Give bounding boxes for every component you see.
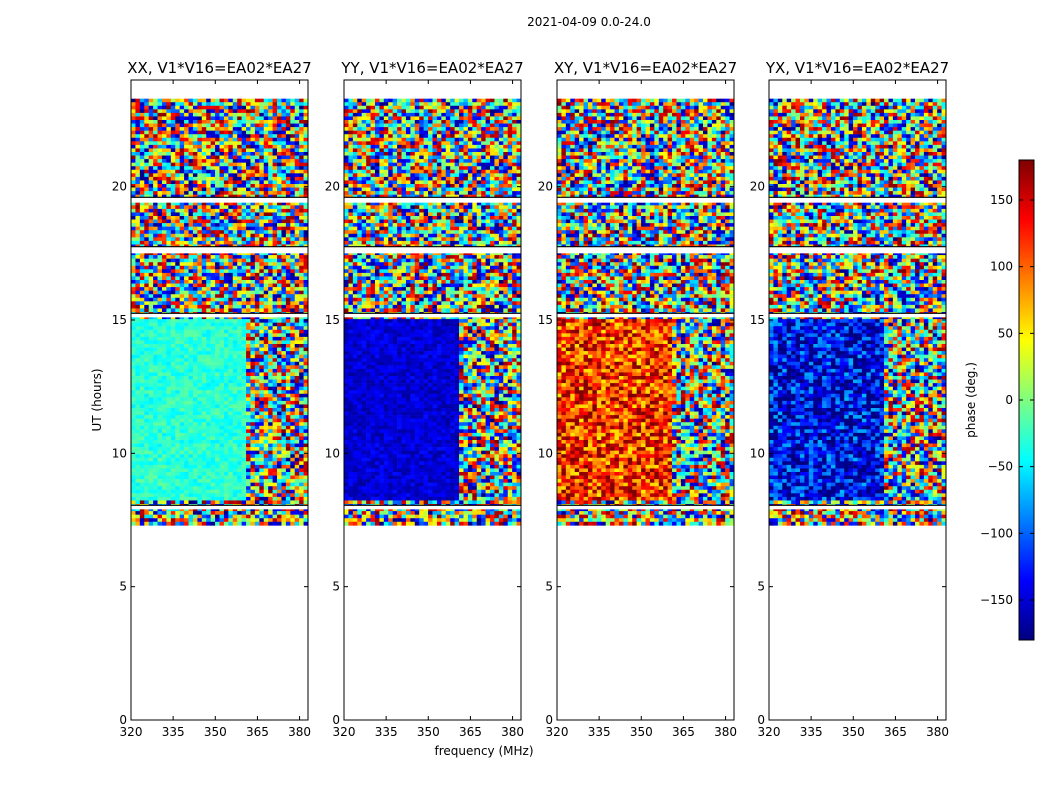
- y-tick-label: 20: [325, 180, 340, 194]
- colorbar-tick-label: −150: [980, 593, 1013, 607]
- y-tick-label: 10: [325, 446, 340, 460]
- y-tick-label: 20: [750, 180, 765, 194]
- axes-frame: [130, 79, 309, 721]
- colorbar-tick-label: 0: [1005, 393, 1013, 407]
- colorbar-tick-label: 100: [990, 260, 1013, 274]
- x-tick-label: 350: [417, 725, 440, 739]
- x-tick-label: 320: [333, 725, 356, 739]
- y-axis-label: UT (hours): [90, 368, 104, 431]
- x-tick-label: 320: [758, 725, 781, 739]
- panel-title: XX, V1*V16=EA02*EA27: [127, 59, 311, 77]
- x-tick-label: 380: [501, 725, 524, 739]
- y-tick-label: 5: [757, 580, 765, 594]
- y-tick-label: 10: [750, 446, 765, 460]
- x-tick-label: 320: [120, 725, 143, 739]
- flagged-band: [344, 505, 521, 510]
- panel-title: XY, V1*V16=EA02*EA27: [554, 59, 737, 77]
- y-tick-label: 0: [757, 713, 765, 727]
- y-tick-label: 0: [332, 713, 340, 727]
- y-tick-label: 15: [325, 313, 340, 327]
- colorbar-tick-label: −100: [980, 526, 1013, 540]
- colorbar: 150 100 50 0 −50 −100 −150: [980, 159, 1035, 641]
- y-tick-label: 20: [538, 180, 553, 194]
- x-tick-label: 350: [204, 725, 227, 739]
- x-tick-label: 365: [884, 725, 907, 739]
- x-tick-label: 350: [630, 725, 653, 739]
- y-tick-label: 15: [112, 313, 127, 327]
- x-tick-label: 335: [162, 725, 185, 739]
- flagged-band: [769, 505, 946, 510]
- colorbar-tick-label: 50: [998, 326, 1013, 340]
- colorbar-tick-label: −50: [988, 460, 1013, 474]
- panel-xx: XX, V1*V16=EA02*EA27 320 335 350 365 380 0 5 10 1…: [112, 59, 312, 739]
- x-tick-label: 365: [672, 725, 695, 739]
- x-tick-label: 365: [246, 725, 269, 739]
- x-tick-label: 380: [714, 725, 737, 739]
- y-tick-label: 0: [545, 713, 553, 727]
- colorbar-tick-label: 150: [990, 193, 1013, 207]
- flagged-band: [769, 197, 946, 203]
- axes-frame: [343, 79, 522, 721]
- y-tick-label: 15: [538, 313, 553, 327]
- panel-xy: XY, V1*V16=EA02*EA27 320 335 350 365 380 0 5 10 1…: [538, 59, 737, 739]
- x-tick-label: 380: [288, 725, 311, 739]
- flagged-band: [557, 313, 734, 318]
- x-tick-label: 365: [459, 725, 482, 739]
- phase-heatmap: [769, 98, 947, 526]
- flagged-band: [344, 313, 521, 318]
- y-tick-label: 5: [545, 580, 553, 594]
- y-tick-label: 10: [112, 446, 127, 460]
- flagged-band: [769, 313, 946, 318]
- colorbar-label: phase (deg.): [964, 362, 978, 438]
- x-tick-label: 335: [800, 725, 823, 739]
- flagged-band: [557, 197, 734, 203]
- x-tick-label: 350: [842, 725, 865, 739]
- y-tick-label: 10: [538, 446, 553, 460]
- flagged-band: [557, 505, 734, 510]
- phase-heatmap: [344, 98, 522, 526]
- x-tick-label: 335: [588, 725, 611, 739]
- flagged-band: [557, 246, 734, 254]
- flagged-band: [131, 197, 308, 203]
- flagged-band: [131, 505, 308, 510]
- y-tick-label: 15: [750, 313, 765, 327]
- panel-yx: YX, V1*V16=EA02*EA27 320 335 350 365 380 0 5 10 1…: [750, 59, 949, 739]
- axes-frame: [768, 79, 947, 721]
- panel-yy: YY, V1*V16=EA02*EA27 320 335 350 365 380 0 5 10 1…: [325, 59, 524, 739]
- y-tick-label: 20: [112, 180, 127, 194]
- x-axis-label: frequency (MHz): [434, 744, 533, 758]
- y-tick-label: 5: [332, 580, 340, 594]
- flagged-band: [344, 197, 521, 203]
- panel-title: YY, V1*V16=EA02*EA27: [340, 59, 523, 77]
- x-tick-label: 380: [926, 725, 949, 739]
- flagged-band: [131, 313, 308, 318]
- flagged-band: [769, 246, 946, 254]
- y-tick-label: 0: [119, 713, 127, 727]
- x-tick-label: 320: [546, 725, 569, 739]
- x-tick-label: 335: [375, 725, 398, 739]
- panel-title: YX, V1*V16=EA02*EA27: [765, 59, 949, 77]
- phase-heatmap: [557, 98, 735, 526]
- phase-heatmap: [131, 98, 309, 526]
- y-tick-label: 5: [119, 580, 127, 594]
- flagged-band: [344, 246, 521, 254]
- axes-frame: [556, 79, 735, 721]
- flagged-band: [131, 246, 308, 254]
- suptitle: 2021-04-09 0.0-24.0: [527, 15, 651, 29]
